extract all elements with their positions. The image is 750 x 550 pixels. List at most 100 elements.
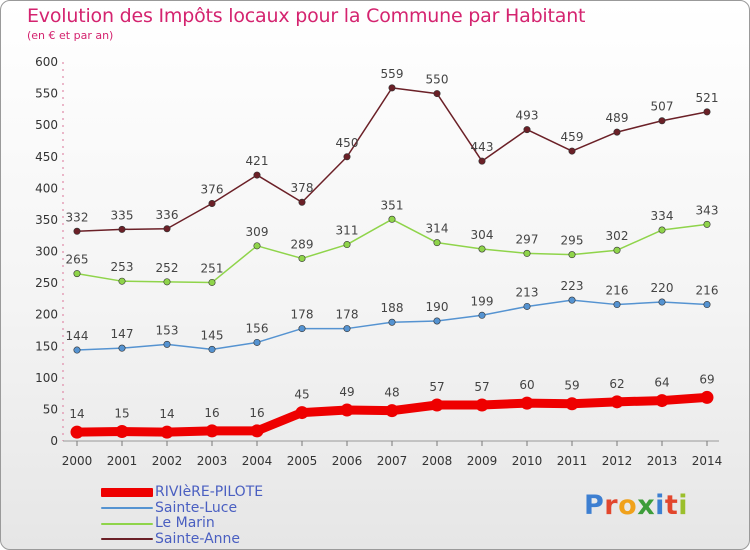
- x-tick-label: 2006: [332, 454, 363, 468]
- data-point: [298, 198, 306, 206]
- data-label: 14: [159, 407, 174, 421]
- y-tick-label: 100: [35, 371, 58, 385]
- y-tick-label: 450: [35, 150, 58, 164]
- data-label: 251: [201, 261, 224, 275]
- data-label: 145: [201, 328, 224, 342]
- data-point: [70, 425, 84, 439]
- legend-item: Le Marin: [101, 515, 263, 532]
- data-label: 421: [246, 154, 269, 168]
- x-tick-label: 2009: [467, 454, 498, 468]
- data-point: [343, 153, 351, 161]
- legend-swatch: [101, 507, 153, 510]
- data-label: 297: [516, 232, 539, 246]
- data-label: 64: [654, 376, 669, 390]
- data-point: [478, 311, 486, 319]
- data-label: 178: [291, 308, 314, 322]
- data-label: 302: [606, 229, 629, 243]
- data-point: [73, 346, 81, 354]
- data-label: 493: [516, 109, 539, 123]
- y-tick-label: 400: [35, 181, 58, 195]
- data-point: [568, 251, 576, 259]
- data-point: [433, 90, 441, 98]
- data-label: 15: [114, 407, 129, 421]
- data-point: [658, 226, 666, 234]
- data-label: 199: [471, 294, 494, 308]
- data-point: [475, 398, 489, 412]
- data-label: 16: [249, 406, 264, 420]
- data-point: [703, 301, 711, 309]
- x-tick-label: 2003: [197, 454, 228, 468]
- data-point: [208, 345, 216, 353]
- data-point: [253, 338, 261, 346]
- data-point: [568, 296, 576, 304]
- data-point: [655, 394, 669, 408]
- data-label: 153: [156, 323, 179, 337]
- y-tick-label: 500: [35, 118, 58, 132]
- legend-swatch: [101, 488, 153, 498]
- x-tick-label: 2011: [557, 454, 588, 468]
- data-label: 220: [651, 281, 674, 295]
- data-label: 213: [516, 285, 539, 299]
- x-tick-label: 2012: [602, 454, 633, 468]
- y-tick-label: 250: [35, 276, 58, 290]
- data-label: 443: [471, 140, 494, 154]
- data-point: [703, 220, 711, 228]
- data-label: 147: [111, 327, 134, 341]
- data-label: 69: [699, 372, 714, 386]
- data-point: [208, 199, 216, 207]
- chart-title: Evolution des Impôts locaux pour la Comm…: [27, 5, 586, 27]
- data-point: [388, 318, 396, 326]
- data-label: 450: [336, 136, 359, 150]
- data-label: 188: [381, 301, 404, 315]
- data-point: [703, 108, 711, 116]
- logo-letter: o: [618, 490, 638, 521]
- x-tick-label: 2008: [422, 454, 453, 468]
- data-label: 314: [426, 222, 449, 236]
- data-label: 190: [426, 300, 449, 314]
- data-point: [523, 126, 531, 134]
- logo-letter: i: [655, 490, 665, 521]
- data-label: 216: [606, 284, 629, 298]
- data-point: [298, 254, 306, 262]
- y-tick-label: 550: [35, 87, 58, 101]
- logo-letter: P: [584, 490, 605, 521]
- data-label: 57: [429, 380, 444, 394]
- data-point: [73, 227, 81, 235]
- data-point: [208, 278, 216, 286]
- x-tick-label: 2005: [287, 454, 318, 468]
- data-label: 62: [609, 377, 624, 391]
- data-point: [253, 171, 261, 179]
- series-layer: [70, 84, 714, 439]
- data-label: 376: [201, 182, 224, 196]
- data-point: [163, 340, 171, 348]
- data-point: [118, 277, 126, 285]
- data-label: 343: [696, 203, 719, 217]
- data-point: [613, 301, 621, 309]
- data-label: 311: [336, 224, 359, 238]
- data-point: [340, 403, 354, 417]
- data-label: 459: [561, 130, 584, 144]
- x-tick-label: 2001: [107, 454, 138, 468]
- data-label: 550: [426, 73, 449, 87]
- data-label: 304: [471, 228, 494, 242]
- data-label: 144: [66, 329, 89, 343]
- data-point: [163, 225, 171, 233]
- y-tick-label: 150: [35, 339, 58, 353]
- data-point: [568, 147, 576, 155]
- data-point: [430, 398, 444, 412]
- data-label: 223: [561, 279, 584, 293]
- data-point: [433, 317, 441, 325]
- legend-label: RIVIèRE-PILOTE: [155, 484, 264, 500]
- data-label: 334: [651, 209, 674, 223]
- data-label: 507: [651, 100, 674, 114]
- legend-label: Le Marin: [155, 515, 215, 531]
- logo-letter: t: [664, 490, 679, 521]
- data-point: [118, 344, 126, 352]
- logo-letter: x: [637, 490, 656, 521]
- data-label: 59: [564, 379, 579, 393]
- data-point: [160, 425, 174, 439]
- y-tick-label: 0: [50, 434, 58, 448]
- legend-swatch: [101, 522, 153, 525]
- data-label: 60: [519, 378, 534, 392]
